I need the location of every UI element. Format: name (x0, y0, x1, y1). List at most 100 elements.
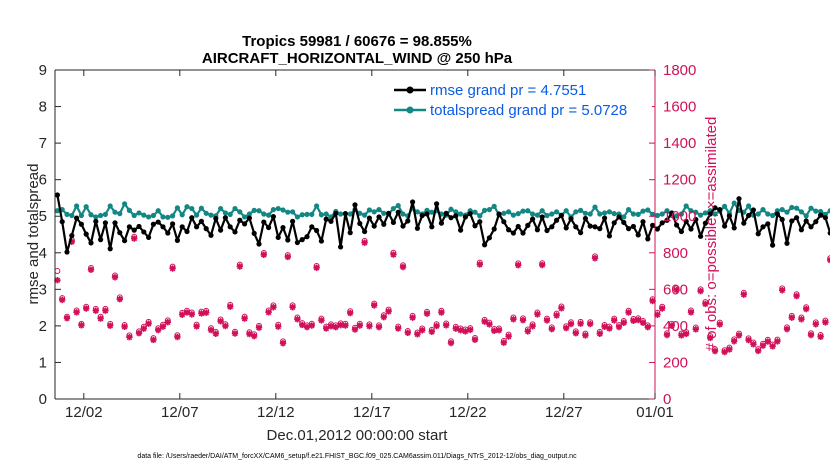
rmse-point-82 (448, 215, 454, 221)
spread-point-47 (280, 207, 286, 213)
spread-point-94 (506, 209, 512, 215)
spread-point-127 (664, 208, 670, 214)
rmse-point-104 (554, 217, 560, 223)
rmse-point-113 (597, 226, 603, 232)
rmse-point-6 (83, 231, 89, 237)
spread-point-100 (534, 212, 541, 218)
obs-assimilated-point-60 (342, 322, 349, 329)
spread-point-146 (755, 211, 761, 217)
obs-assimilated-point-86 (467, 326, 474, 334)
obs-assimilated-point-6 (83, 305, 90, 312)
rmse-point-150 (774, 211, 781, 217)
obs-assimilated-point-39 (241, 315, 248, 322)
spread-point-20 (150, 212, 156, 219)
rmse-point-24 (170, 221, 176, 227)
rmse-point-121 (635, 232, 641, 238)
obs-assimilated-point-94 (505, 333, 512, 340)
rmse-point-129 (674, 222, 680, 228)
rmse-point-75 (414, 225, 420, 231)
rmse-point-68 (381, 221, 387, 227)
spread-point-113 (597, 211, 603, 217)
rmse-point-54 (314, 227, 320, 234)
spread-point-23 (165, 214, 171, 220)
x-axis-label: Dec.01,2012 00:00:00 start (267, 427, 449, 444)
rmse-point-71 (395, 209, 401, 215)
chart-subtitle: AIRCRAFT_HORIZONTAL_WIND @ 250 hPa (202, 50, 513, 67)
spread-point-5 (78, 212, 84, 219)
spread-point-159 (818, 208, 824, 215)
spread-point-88 (477, 213, 483, 219)
obs-assimilated-point-55 (318, 317, 325, 324)
rmse-point-21 (155, 219, 161, 225)
spread-point-45 (270, 207, 276, 213)
rmse-point-32 (208, 232, 214, 238)
rmse-point-74 (410, 199, 416, 205)
spread-point-82 (448, 206, 454, 212)
obs-assimilated-point-42 (255, 324, 263, 331)
obs-assimilated-point-158 (812, 321, 819, 328)
rmse-point-151 (779, 216, 785, 223)
spread-point-156 (803, 213, 809, 219)
spread-point-36 (227, 211, 233, 217)
rmse-point-106 (563, 225, 569, 231)
rmse-point-80 (438, 220, 444, 226)
right-tick-label-1600: 1600 (663, 99, 696, 116)
rmse-point-152 (784, 240, 790, 246)
rmse-point-139 (722, 223, 728, 229)
obs-assimilated-point-70 (390, 251, 397, 258)
spread-point-134 (698, 212, 704, 218)
rmse-point-127 (664, 217, 670, 223)
spread-point-96 (515, 211, 521, 217)
rmse-point-102 (544, 227, 550, 234)
tick-labels: 0 1 2 3 4 5 6 7 8 9 0 200 400 600 800 1000 1200 1400 1600 1… (39, 62, 697, 421)
left-tick-label-2: 2 (39, 318, 47, 335)
spread-point-4 (74, 203, 80, 209)
obs-assimilated-point-18 (140, 325, 147, 332)
rmse-point-89 (482, 242, 488, 248)
rmse-point-92 (496, 211, 502, 217)
rmse-point-145 (750, 207, 757, 213)
obs-assimilated-point-17 (135, 330, 143, 337)
obs-assimilated-point-77 (423, 310, 431, 317)
rmse-point-111 (587, 223, 593, 229)
obs-assimilated-point-153 (788, 314, 795, 321)
spread-point-34 (218, 205, 224, 212)
obs-assimilated-point-56 (323, 325, 330, 332)
rmse-point-149 (770, 242, 776, 248)
obs-assimilated-point-89 (481, 318, 488, 325)
rmse-point-19 (146, 234, 152, 241)
rmse-point-95 (510, 230, 516, 236)
rmse-point-78 (429, 224, 435, 230)
obs-assimilated-point-140 (726, 346, 733, 353)
spread-point-40 (246, 211, 252, 217)
rmse-point-42 (256, 241, 262, 247)
rmse-point-5 (78, 221, 84, 227)
obs-assimilated-point-36 (227, 303, 234, 310)
obs-assimilated-point-33 (212, 330, 219, 337)
spread-point-155 (798, 209, 805, 215)
obs-assimilated-point-119 (625, 309, 632, 316)
obs-assimilated-point-3 (68, 238, 75, 246)
legend-box (386, 76, 652, 120)
rmse-point-22 (160, 224, 166, 230)
obs-assimilated-point-92 (495, 327, 503, 334)
obs-assimilated-point-2 (63, 315, 71, 322)
left-tick-label-7: 7 (39, 135, 47, 152)
spread-point-78 (429, 209, 435, 215)
obs-assimilated-point-78 (428, 328, 435, 335)
rmse-point-31 (203, 226, 209, 232)
rmse-point-155 (798, 227, 805, 233)
obs-assimilated-point-136 (707, 334, 714, 342)
rmse-point-131 (683, 218, 689, 224)
obs-assimilated-point-32 (207, 326, 215, 334)
spread-point-71 (395, 203, 401, 209)
legend: rmse grand pr = 4.7551 totalspread grand… (386, 76, 652, 120)
spread-point-70 (390, 205, 396, 212)
obs-assimilated-point-154 (793, 292, 800, 300)
obs-assimilated-point-88 (476, 261, 483, 268)
x-tick-label-12-12: 12/12 (257, 404, 295, 421)
obs-assimilated-point-65 (366, 323, 373, 330)
obs-assimilated-point-95 (510, 316, 517, 323)
rmse-point-110 (582, 215, 589, 222)
obs-assimilated-point-58 (332, 323, 339, 331)
